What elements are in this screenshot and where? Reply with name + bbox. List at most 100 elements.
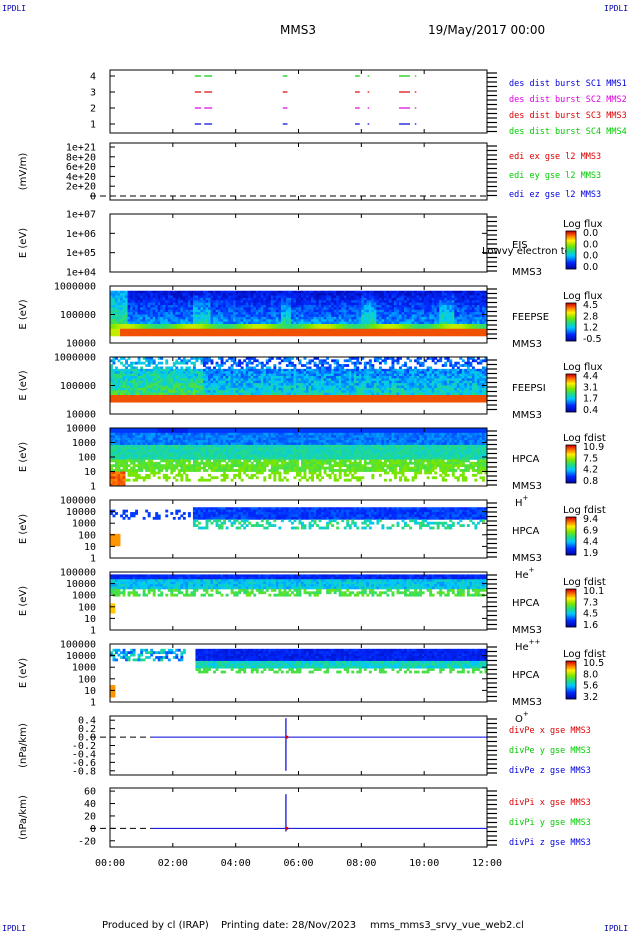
- spectrogram-cell: [368, 300, 372, 304]
- spectrogram-cell: [466, 333, 470, 337]
- spectrogram-cell: [205, 312, 209, 315]
- spectrogram-cell: [145, 380, 149, 384]
- spectrogram-cell: [285, 387, 289, 391]
- spectrogram-cell: [484, 305, 488, 308]
- spectrogram-cell: [326, 314, 330, 318]
- spectrogram-cell: [157, 368, 161, 372]
- spectrogram-cell: [275, 295, 279, 299]
- spectrogram-cell: [263, 293, 267, 296]
- spectrogram-cell: [295, 399, 299, 403]
- spectrogram-cell: [484, 302, 488, 306]
- spectrogram-cell: [258, 293, 262, 296]
- spectrogram-cell: [396, 333, 400, 337]
- spectrogram-cell: [218, 300, 221, 304]
- spectrogram-cell: [449, 328, 453, 332]
- spectrogram-cell: [255, 300, 259, 304]
- spectrogram-cell: [177, 321, 181, 325]
- spectrogram-cell: [250, 378, 254, 382]
- spectrogram-cell: [481, 314, 485, 318]
- spectrogram-cell: [298, 333, 302, 337]
- spectrogram-cell: [185, 380, 189, 384]
- spectrogram-cell: [351, 314, 355, 318]
- spectrogram-cell: [308, 361, 312, 365]
- spectrogram-cell: [371, 333, 375, 337]
- spectrogram-cell: [371, 312, 375, 315]
- spectrogram-cell: [424, 324, 428, 327]
- spectrogram-cell: [270, 309, 274, 313]
- spectrogram-cell: [260, 395, 264, 398]
- spectrogram-cell: [411, 319, 415, 323]
- spectrogram-cell: [170, 300, 174, 304]
- spectrogram-cell: [182, 376, 186, 379]
- spectrogram-cell: [388, 324, 392, 327]
- spectrogram-cell: [399, 319, 402, 323]
- spectrogram-cell: [260, 302, 264, 306]
- spectrogram-cell: [197, 378, 201, 382]
- spectrogram-cell: [341, 316, 345, 320]
- spectrogram-cell: [202, 324, 206, 327]
- spectrogram-cell: [323, 328, 327, 332]
- spectrogram-cell: [356, 312, 360, 315]
- spectrogram-cell: [358, 383, 362, 386]
- spectrogram-cell: [238, 378, 242, 382]
- spectrogram-cell: [313, 321, 317, 325]
- spectrogram-cell: [238, 359, 242, 363]
- spectrogram-cell: [451, 302, 455, 306]
- spectrogram-cell: [140, 295, 144, 299]
- spectrogram-cell: [172, 397, 176, 401]
- spectrogram-cell: [215, 376, 219, 379]
- spectrogram-cell: [132, 390, 136, 394]
- spectrogram-cell: [185, 392, 189, 396]
- spectrogram-cell: [303, 321, 307, 325]
- spectrogram-cell: [436, 295, 440, 299]
- spectrogram-cell: [228, 357, 232, 360]
- spectrogram-cell: [200, 376, 204, 379]
- spectrogram-cell: [195, 302, 199, 306]
- spectrogram-cell: [213, 366, 216, 370]
- spectrogram-cell: [479, 297, 483, 301]
- spectrogram-cell: [197, 321, 201, 325]
- spectrogram-cell: [230, 297, 234, 301]
- spectrogram-cell: [273, 324, 277, 327]
- spectrogram-cell: [481, 305, 485, 308]
- spectrogram-cell: [233, 309, 237, 313]
- spectrogram-cell: [421, 326, 425, 330]
- spectrogram-cell: [243, 333, 247, 337]
- spectrogram-cell: [177, 324, 181, 327]
- spectrogram-cell: [439, 295, 443, 299]
- spectrogram-cell: [290, 295, 294, 299]
- spectrogram-cell: [268, 326, 272, 330]
- spectrogram-cell: [313, 295, 317, 299]
- spectrogram-cell: [336, 395, 340, 398]
- spectrogram-cell: [115, 380, 118, 384]
- spectrogram-cell: [180, 383, 184, 386]
- spectrogram-cell: [263, 387, 267, 391]
- spectrogram-cell: [331, 328, 335, 332]
- spectrogram-cell: [275, 314, 279, 318]
- spectrogram-cell: [140, 307, 144, 311]
- spectrogram-cell: [481, 328, 485, 332]
- spectrogram-cell: [416, 324, 420, 327]
- spectrogram-cell: [253, 392, 257, 396]
- spectrogram-cell: [170, 293, 174, 296]
- spectrogram-cell: [376, 300, 380, 304]
- spectrogram-cell: [313, 380, 317, 384]
- spectrogram-cell: [228, 314, 232, 318]
- spectrogram-cell: [479, 333, 483, 337]
- spectrogram-cell: [323, 295, 327, 299]
- spectrogram-cell: [454, 305, 458, 308]
- spectrogram-cell: [348, 290, 352, 294]
- spectrogram-cell: [424, 300, 428, 304]
- spectrogram-cell: [336, 368, 340, 372]
- spectrogram-cell: [177, 293, 181, 296]
- spectrogram-cell: [250, 368, 254, 372]
- spectrogram-cell: [371, 314, 375, 318]
- spectrogram-cell: [240, 297, 244, 301]
- spectrogram-cell: [157, 383, 161, 386]
- spectrogram-cell: [285, 295, 289, 299]
- spectrogram-cell: [192, 364, 196, 367]
- spectrogram-cell: [343, 376, 347, 379]
- spectrogram-cell: [311, 302, 314, 306]
- spectrogram-cell: [120, 307, 123, 311]
